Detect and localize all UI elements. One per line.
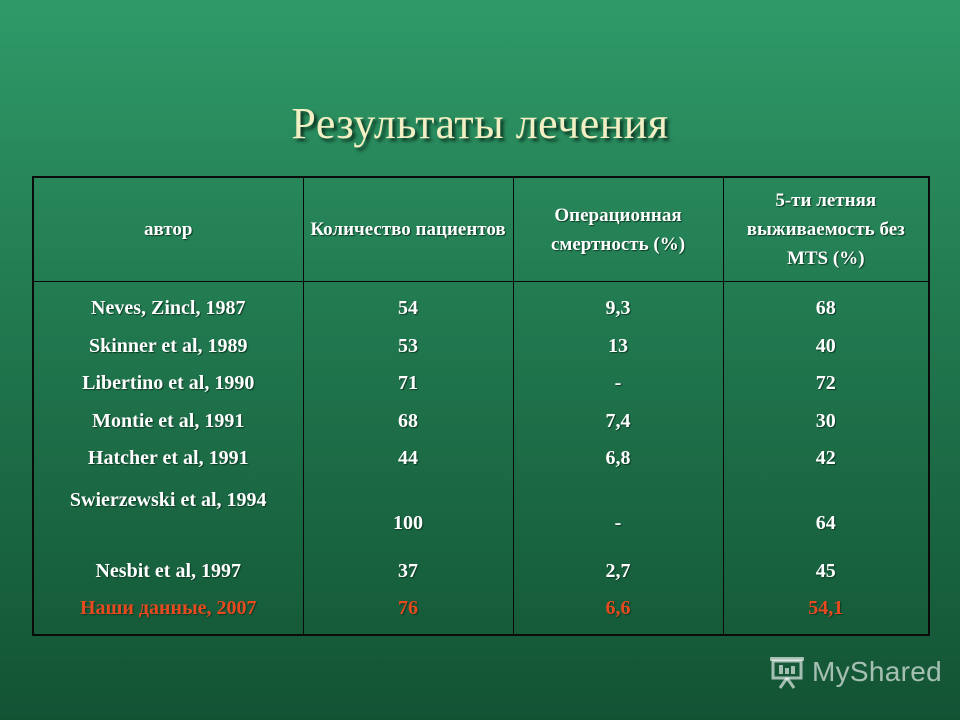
mortality-cell: - [614, 511, 622, 534]
author-cell: Swierzewski et al, 1994 [69, 488, 267, 511]
patients-cell: 71 [398, 372, 418, 394]
table-header-row: автор Количество пациентов Операционная … [32, 176, 930, 282]
logo-text: MyShared [812, 656, 943, 687]
patients-cell: 44 [398, 447, 418, 469]
survival-cell: 45 [815, 559, 836, 582]
patients-cell: 68 [398, 409, 418, 432]
mortality-cell: 6,8 [605, 447, 631, 469]
author-cell-own-data: Наши данные, 2007 [79, 597, 257, 619]
patients-column: 54 53 71 68 44 100 37 76 [302, 281, 514, 636]
presentation-board-icon [768, 654, 806, 690]
mortality-column: 9,3 13 - 7,4 6,8 - 2,7 6,6 [512, 281, 724, 636]
mortality-cell: 13 [608, 334, 628, 357]
patients-cell-own-data: 76 [398, 597, 418, 619]
survival-cell: 30 [815, 409, 836, 432]
survival-cell: 40 [815, 334, 836, 357]
author-cell: Nesbit et al, 1997 [95, 559, 242, 582]
mortality-cell-own-data: 6,6 [605, 597, 631, 619]
mortality-cell: 9,3 [605, 297, 631, 319]
author-column: Neves, Zincl, 1987 Skinner et al, 1989 L… [32, 281, 304, 636]
patients-cell: 53 [398, 334, 418, 357]
myshared-logo: MyShared [768, 652, 942, 692]
author-cell: Neves, Zincl, 1987 [91, 297, 246, 319]
author-cell: Montie et al, 1991 [92, 409, 245, 432]
header-patients: Количество пациентов [302, 176, 514, 282]
header-survival: 5-ти летняя выживаемость без MTS (%) [722, 176, 930, 282]
survival-cell: 42 [815, 447, 836, 469]
patients-cell: 54 [398, 297, 418, 319]
survival-column: 68 40 72 30 42 64 45 54,1 [722, 281, 930, 636]
survival-cell: 68 [815, 297, 836, 319]
results-table: автор Количество пациентов Операционная … [32, 176, 930, 636]
mortality-cell: - [614, 372, 622, 394]
table-body-row: Neves, Zincl, 1987 Skinner et al, 1989 L… [32, 281, 930, 636]
author-cell: Skinner et al, 1989 [88, 334, 248, 357]
survival-cell-own-data: 54,1 [808, 597, 844, 619]
author-cell: Hatcher et al, 1991 [87, 447, 249, 469]
header-author: автор [32, 176, 304, 282]
author-cell: Libertino et al, 1990 [82, 372, 255, 394]
survival-cell: 64 [815, 511, 836, 534]
header-mortality: Операционная смертность (%) [512, 176, 724, 282]
patients-cell: 100 [393, 511, 423, 534]
patients-cell: 37 [398, 559, 418, 582]
survival-cell: 72 [815, 372, 836, 394]
slide-title: Результаты лечения [291, 99, 669, 148]
mortality-cell: 7,4 [605, 409, 631, 432]
mortality-cell: 2,7 [605, 559, 631, 582]
